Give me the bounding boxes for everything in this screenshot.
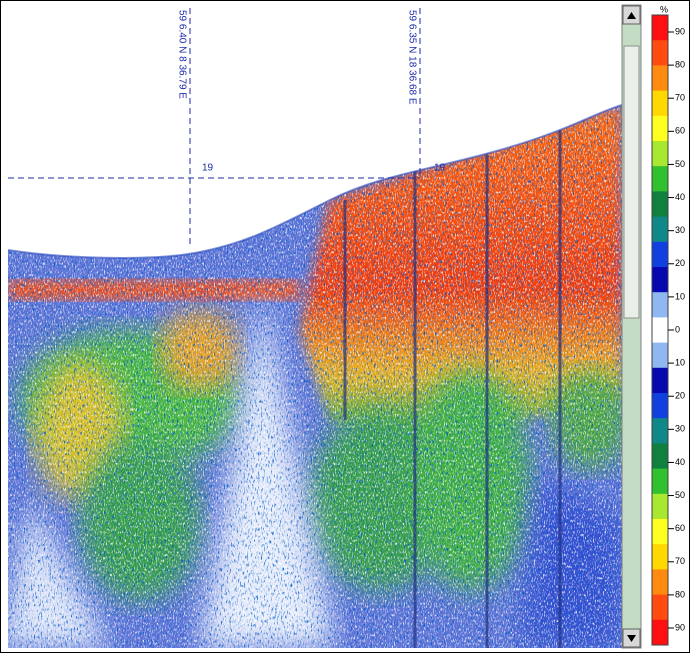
scale-label: 20 [675,391,685,401]
scale-swatch [652,116,668,142]
scroll-thumb[interactable] [624,46,639,318]
scale-swatch [652,469,668,495]
scale-swatch [652,544,668,570]
scale-swatch [652,141,668,167]
scale-swatch [652,267,668,293]
scale-label: 10 [675,357,685,367]
scale-swatch [652,620,668,646]
scale-label: 30 [675,225,685,235]
scale-swatch [652,519,668,545]
marker-position: 59 6.35 N 18 36.68 E [406,10,417,105]
scale-label: 60 [675,523,685,533]
scale-label: 10 [675,291,685,301]
scale-label: 70 [675,556,685,566]
scrollbar[interactable] [622,5,641,648]
scale-swatch [652,343,668,369]
scale-swatch [652,91,668,117]
scale-label: 80 [675,589,685,599]
scale-label: 60 [675,126,685,136]
scale-label: 80 [675,59,685,69]
scale-swatch [652,595,668,621]
scale-swatch [652,40,668,66]
scale-swatch [652,65,668,91]
marker-depth: 19 [202,163,214,174]
scale-swatch [652,443,668,469]
echogram: 59 6.40 N 8 36.79 E 59 6.35 N 18 36.68 E… [0,5,630,648]
scale-swatch [652,569,668,595]
scale-swatch [652,393,668,419]
scale-swatch [652,418,668,444]
scale-swatch [652,494,668,520]
scale-swatch [652,15,668,41]
scale-label: 20 [675,258,685,268]
scale-label: 90 [675,26,685,36]
scale-swatch [652,217,668,243]
scale-label: 0 [675,324,680,334]
scale-label: 90 [675,622,685,632]
scale-label: 40 [675,192,685,202]
scale-unit: % [660,4,668,14]
marker-depth: 19 [434,163,446,174]
echogram-window: 59 6.40 N 8 36.79 E 59 6.35 N 18 36.68 E… [0,0,690,653]
scale-label: 70 [675,93,685,103]
marker-position: 59 6.40 N 8 36.79 E [176,10,187,99]
scale-swatch [652,191,668,217]
scale-label: 30 [675,424,685,434]
scale-swatch [652,166,668,192]
scale-swatch [652,368,668,394]
scale-swatch [652,317,668,343]
scale-swatch [652,292,668,318]
scale-label: 50 [675,159,685,169]
scale-label: 50 [675,490,685,500]
scale-swatch [652,242,668,268]
scale-label: 40 [675,457,685,467]
